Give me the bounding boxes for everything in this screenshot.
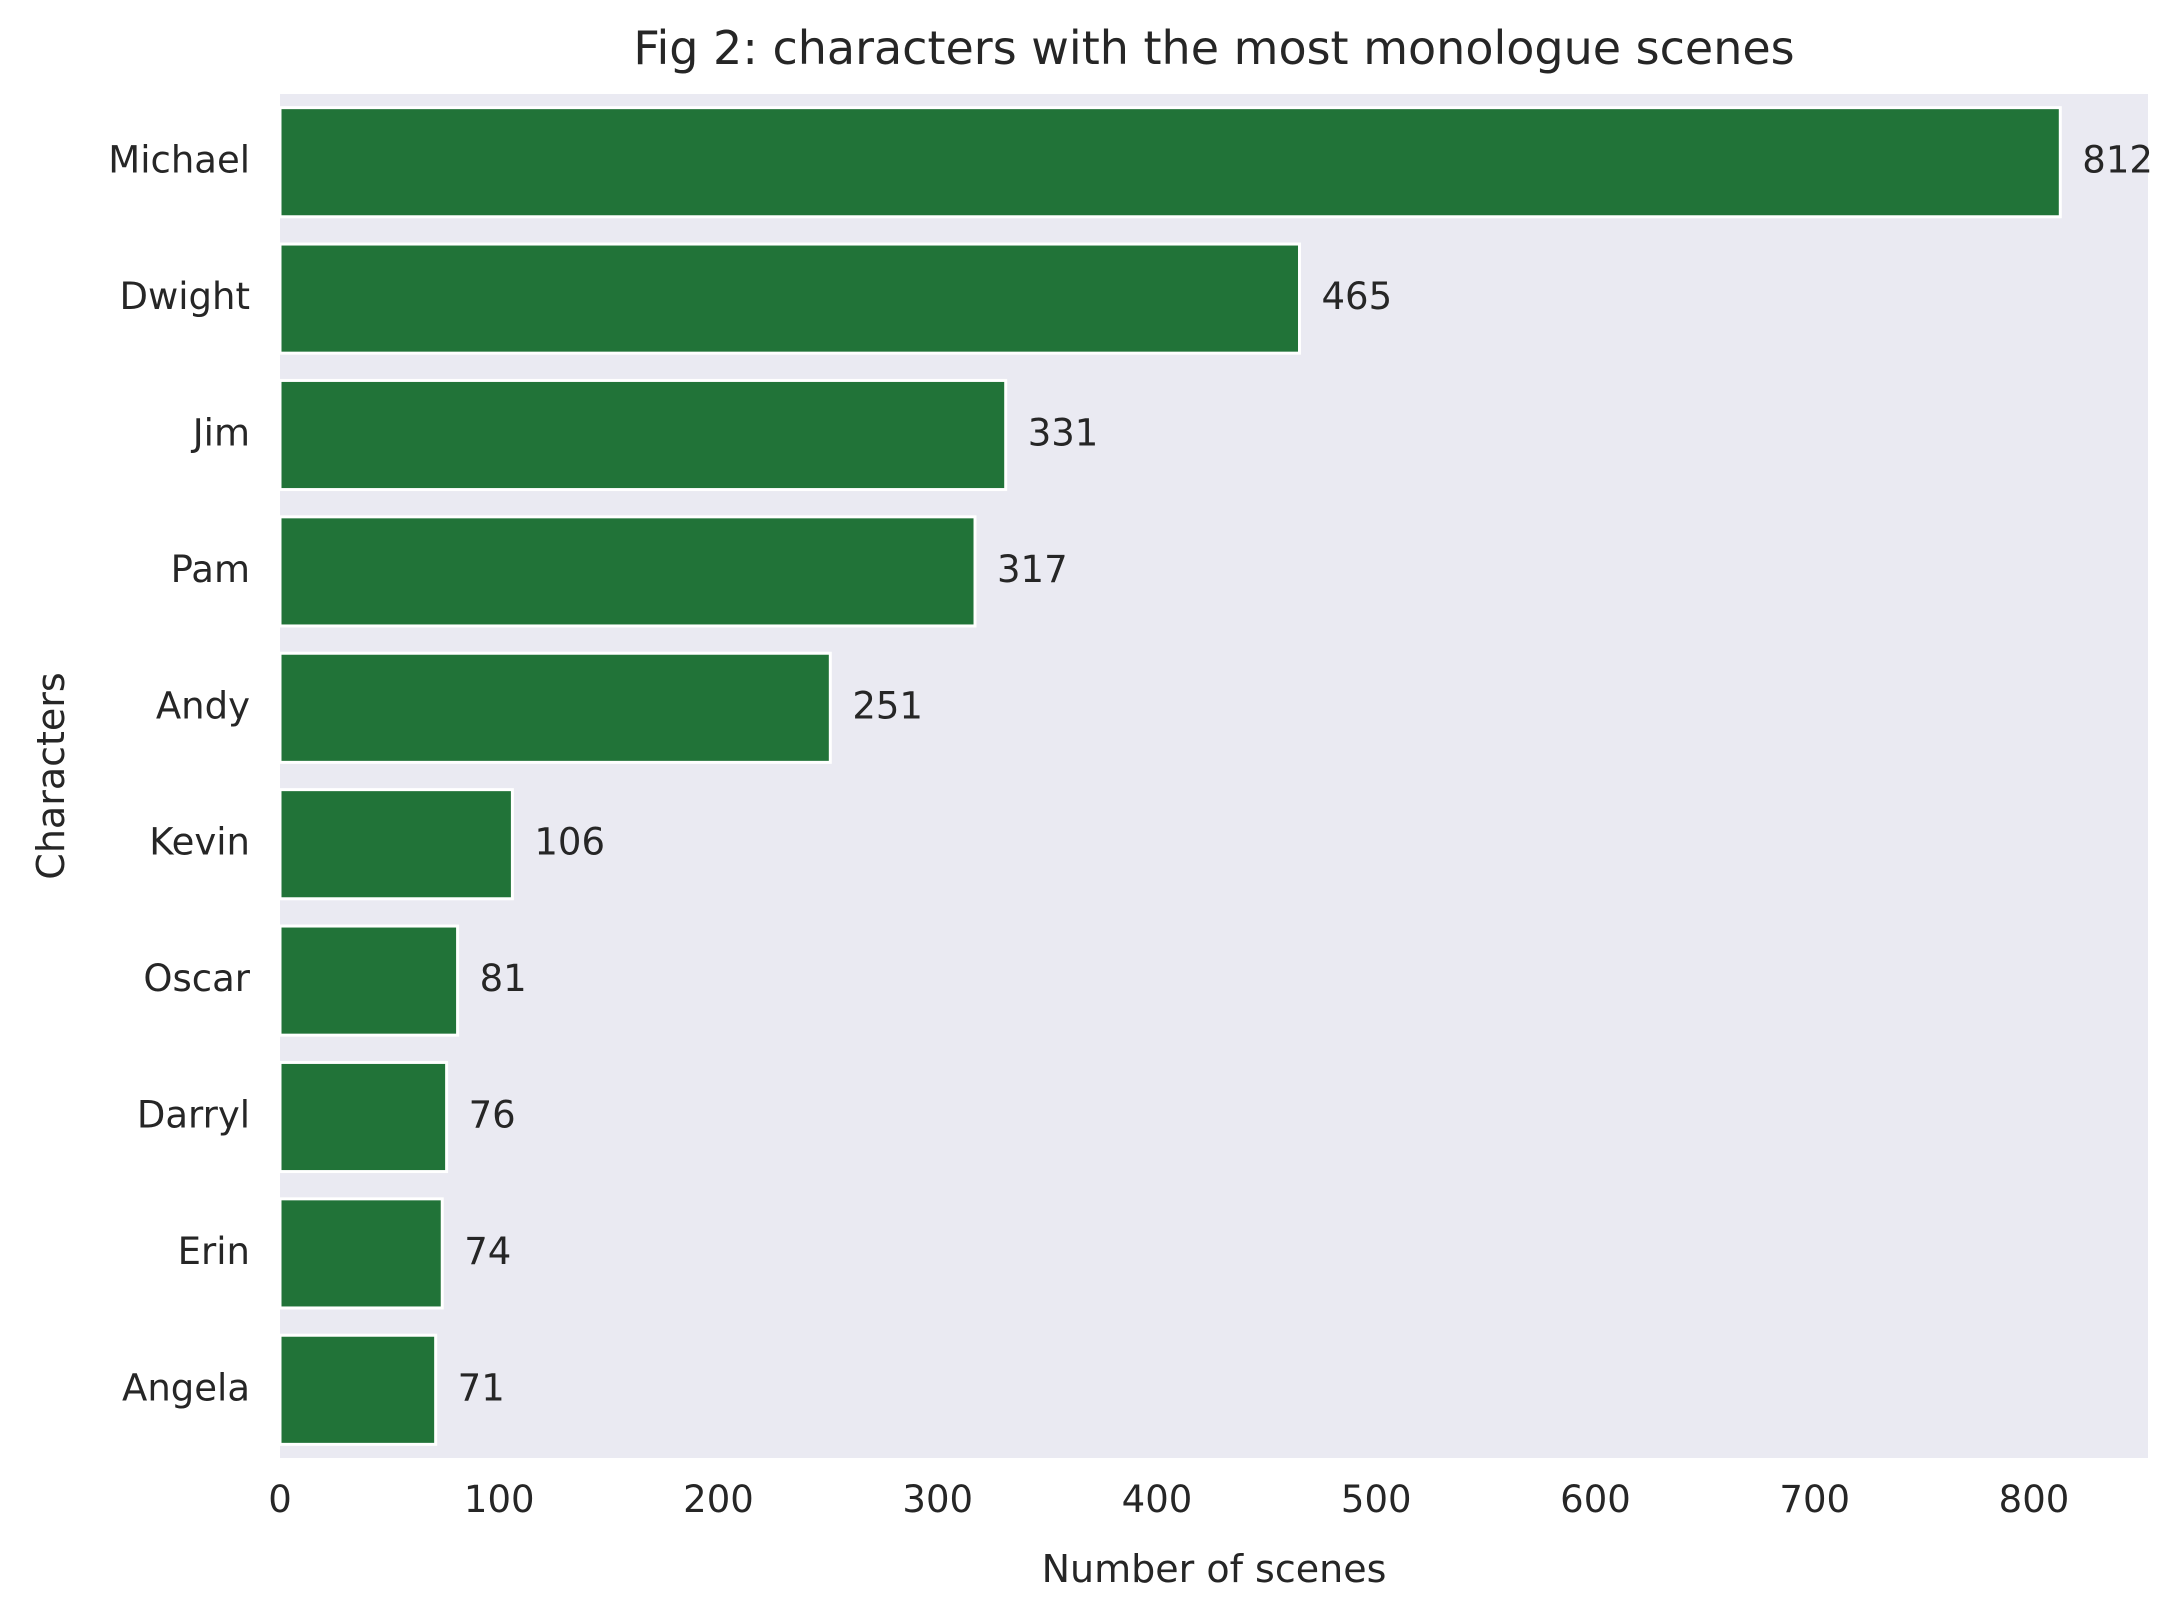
data-label-jim: 331 <box>1028 412 1099 455</box>
y-tick-label-andy: Andy <box>156 684 250 727</box>
y-tick-label-pam: Pam <box>171 548 250 591</box>
data-label-angela: 71 <box>458 1366 505 1409</box>
data-label-pam: 317 <box>997 548 1068 591</box>
x-axis-label: Number of scenes <box>1042 1547 1387 1591</box>
x-tick-label-200: 200 <box>683 1478 754 1521</box>
y-tick-label-kevin: Kevin <box>149 821 250 864</box>
x-tick-label-800: 800 <box>1999 1478 2070 1521</box>
bar-dwight <box>278 242 1302 355</box>
bars-group <box>278 106 2062 1446</box>
y-tick-label-michael: Michael <box>108 139 250 182</box>
bar-michael <box>278 106 2062 219</box>
data-label-oscar: 81 <box>480 957 527 1000</box>
x-axis-ticks: 0 100 200 300 400 500 600 700 800 <box>268 1478 2069 1521</box>
data-label-erin: 74 <box>464 1230 511 1273</box>
chart-title: Fig 2: characters with the most monologu… <box>633 21 1794 75</box>
x-tick-label-0: 0 <box>268 1478 292 1521</box>
bar-andy <box>278 651 832 764</box>
data-label-dwight: 465 <box>1322 275 1393 318</box>
x-tick-label-400: 400 <box>1122 1478 1193 1521</box>
bar-erin <box>278 1197 444 1310</box>
bar-angela <box>278 1333 438 1446</box>
bar-jim <box>278 378 1008 492</box>
y-tick-label-erin: Erin <box>178 1230 250 1273</box>
x-tick-label-700: 700 <box>1779 1478 1850 1521</box>
bar-oscar <box>278 924 460 1037</box>
data-labels-group: 812 465 331 317 251 106 81 76 74 71 <box>458 139 2153 1410</box>
data-label-darryl: 76 <box>469 1094 516 1137</box>
x-tick-label-100: 100 <box>464 1478 535 1521</box>
x-tick-label-300: 300 <box>902 1478 973 1521</box>
bar-pam <box>278 515 977 628</box>
bar-darryl <box>278 1060 449 1174</box>
y-tick-label-oscar: Oscar <box>143 957 250 1000</box>
data-label-michael: 812 <box>2082 139 2153 182</box>
y-axis-label: Characters <box>29 672 73 879</box>
y-tick-label-angela: Angela <box>122 1366 250 1409</box>
y-axis-ticks: Michael Dwight Jim Pam Andy Kevin Oscar Darryl E… <box>108 139 250 1410</box>
data-label-andy: 251 <box>852 684 923 727</box>
bar-kevin <box>278 788 514 901</box>
y-tick-label-jim: Jim <box>191 412 250 455</box>
y-tick-label-darryl: Darryl <box>137 1094 250 1137</box>
x-tick-label-500: 500 <box>1341 1478 1412 1521</box>
y-tick-label-dwight: Dwight <box>120 275 250 318</box>
data-label-kevin: 106 <box>534 821 605 864</box>
x-tick-label-600: 600 <box>1560 1478 1631 1521</box>
